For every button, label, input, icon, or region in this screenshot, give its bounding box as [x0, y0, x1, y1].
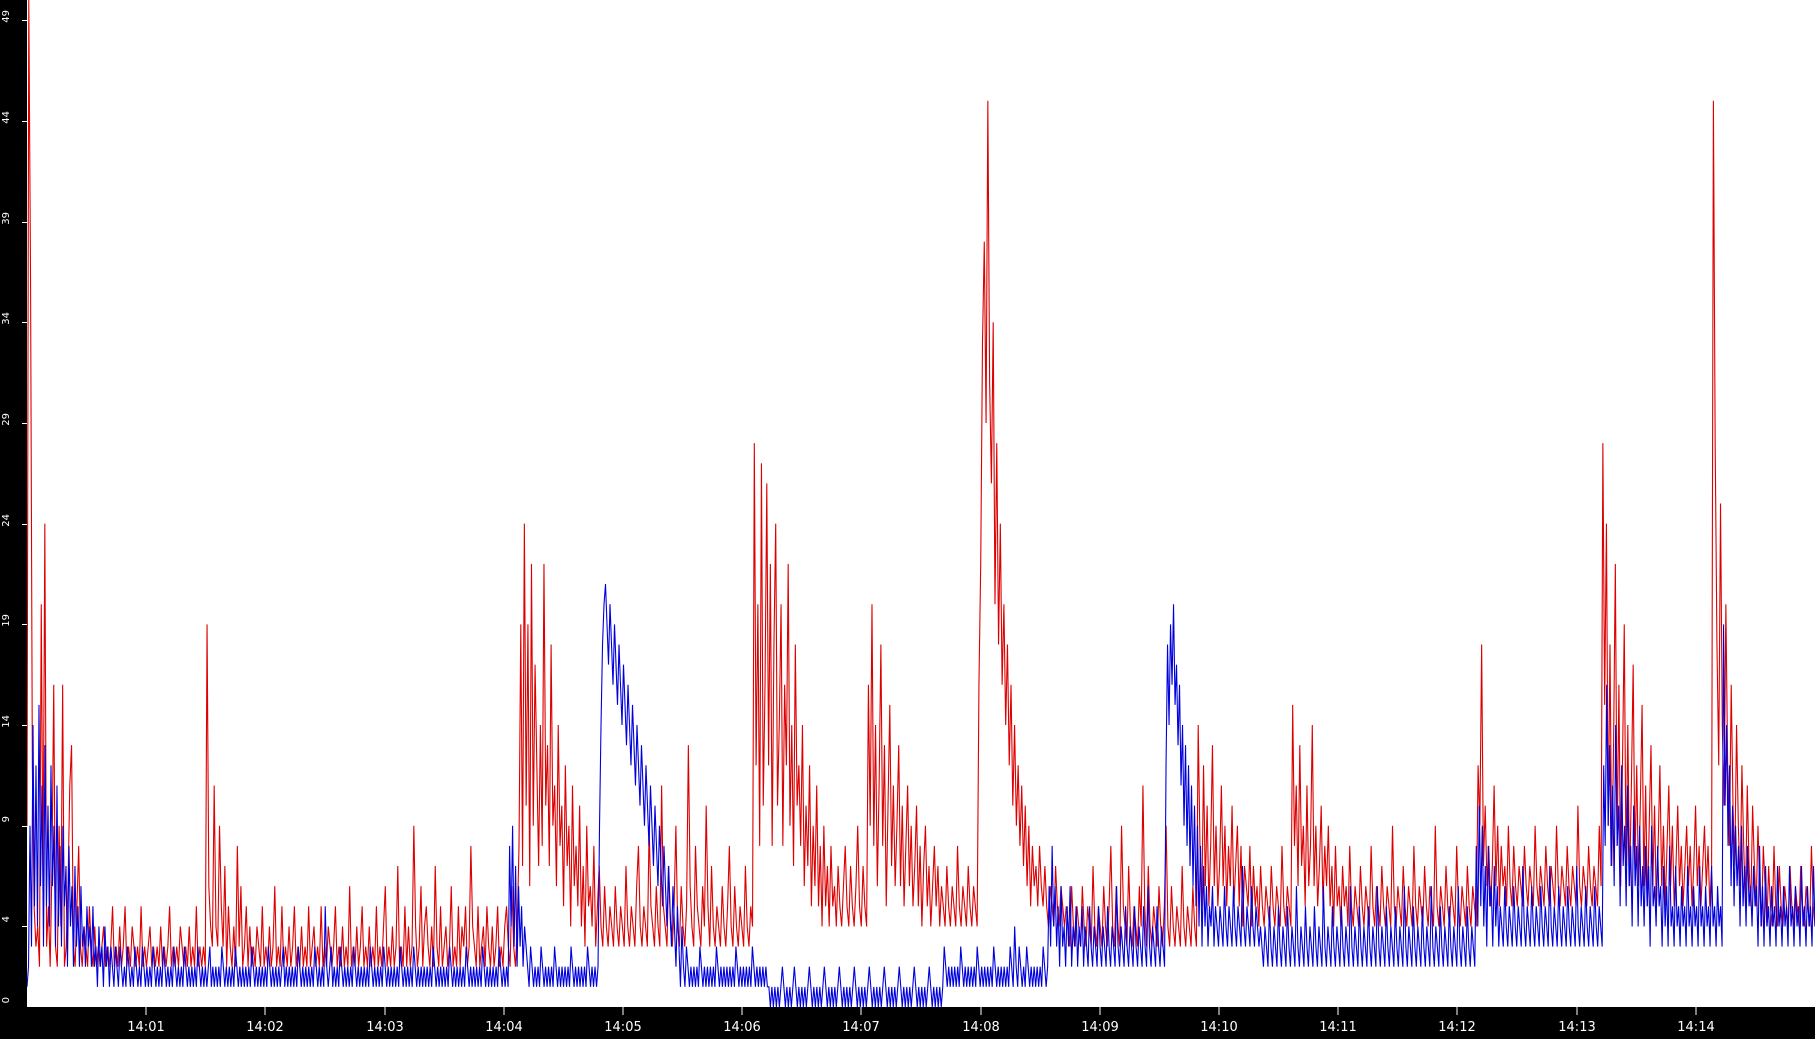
- x-axis-tick: [264, 1007, 266, 1015]
- x-axis-label: 14:11: [1319, 1020, 1357, 1035]
- x-axis-tick: [384, 1007, 386, 1015]
- series-blue-line: [27, 584, 1815, 1007]
- y-axis-tick: [22, 524, 27, 525]
- x-axis-tick: [145, 1007, 147, 1015]
- x-axis-tick: [1576, 1007, 1578, 1015]
- y-axis-label: 44: [1, 111, 12, 124]
- y-axis-tick: [22, 725, 27, 726]
- plot-area: [27, 0, 1815, 1007]
- x-axis-tick: [1695, 1007, 1697, 1015]
- series-red-line: [27, 0, 1815, 967]
- y-axis-label: 0: [1, 997, 12, 1004]
- x-axis-label: 14:06: [723, 1020, 761, 1035]
- x-axis-label: 14:12: [1438, 1020, 1476, 1035]
- plot-background: [27, 0, 1815, 1007]
- x-axis-tick: [860, 1007, 862, 1015]
- y-axis-label: 49: [1, 10, 12, 23]
- x-axis-tick: [1337, 1007, 1339, 1015]
- y-axis-label: 39: [1, 212, 12, 225]
- plot-svg: [27, 0, 1815, 1007]
- y-axis-tick: [22, 826, 27, 827]
- x-axis-label: 14:09: [1081, 1020, 1119, 1035]
- y-axis-tick: [22, 20, 27, 21]
- x-axis-tick: [980, 1007, 982, 1015]
- x-axis-tick: [1218, 1007, 1220, 1015]
- x-axis-label: 14:08: [962, 1020, 1000, 1035]
- x-axis-label: 14:14: [1677, 1020, 1715, 1035]
- y-axis-label: 4: [1, 916, 12, 923]
- x-axis-label: 14:07: [842, 1020, 880, 1035]
- y-axis-tick: [22, 423, 27, 424]
- x-axis-label: 14:10: [1200, 1020, 1238, 1035]
- x-axis-label: 14:02: [246, 1020, 284, 1035]
- y-axis-label: 14: [1, 715, 12, 728]
- y-axis-tick: [22, 624, 27, 625]
- y-axis-label: 29: [1, 413, 12, 426]
- x-axis-tick: [1099, 1007, 1101, 1015]
- x-axis-tick: [1456, 1007, 1458, 1015]
- y-axis-tick: [22, 926, 27, 927]
- y-axis-label: 19: [1, 614, 12, 627]
- x-axis-tick: [503, 1007, 505, 1015]
- x-axis: 14:01 14:02 14:03 14:04 14:05 14:06 14:07 14:08…: [0, 1007, 1815, 1039]
- x-axis-label: 14:04: [485, 1020, 523, 1035]
- y-axis: 0 4 9 14 19 24 29 34 39 44 49: [0, 0, 27, 1039]
- y-axis-label: 9: [1, 816, 12, 823]
- x-axis-label: 14:05: [604, 1020, 642, 1035]
- x-axis-label: 14:01: [127, 1020, 165, 1035]
- x-axis-tick: [622, 1007, 624, 1015]
- y-axis-label: 34: [1, 312, 12, 325]
- x-axis-tick: [741, 1007, 743, 1015]
- x-axis-label: 14:13: [1558, 1020, 1596, 1035]
- y-axis-tick: [22, 322, 27, 323]
- x-axis-label: 14:03: [366, 1020, 404, 1035]
- y-axis-tick: [22, 222, 27, 223]
- y-axis-label: 24: [1, 514, 12, 527]
- y-axis-tick: [22, 121, 27, 122]
